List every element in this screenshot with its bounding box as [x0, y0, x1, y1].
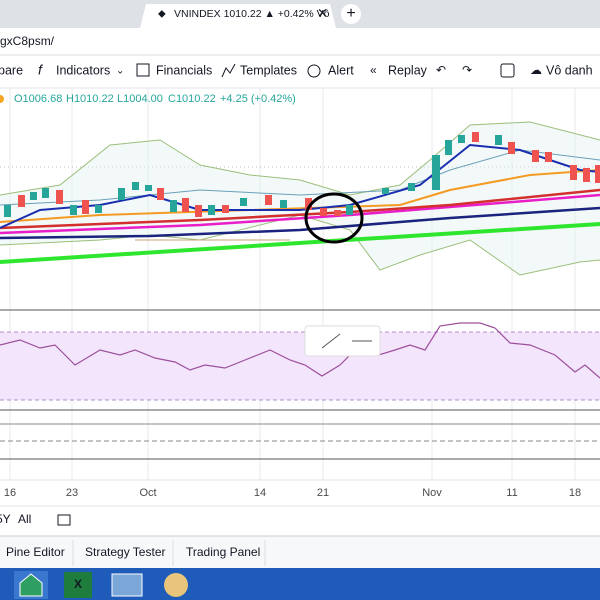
icon: f: [38, 62, 44, 78]
icon: [307, 64, 321, 78]
chevron: ⌄: [116, 66, 124, 77]
time-label: 16: [4, 487, 16, 499]
taskbar-app[interactable]: [64, 572, 92, 598]
price-chart: [0, 121, 600, 276]
rsi-line: [0, 322, 600, 379]
icon: «: [370, 63, 377, 77]
taskbar: [0, 568, 600, 600]
time-label: Nov: [422, 487, 442, 499]
goto-date[interactable]: [57, 514, 71, 526]
url: gxC8psm/: [0, 34, 55, 48]
tab-title: VNINDEX 1010.22 ▲ +0.42% Vô: [174, 8, 330, 20]
annotation-circle: [304, 192, 364, 244]
time-axis: 16 23 Oct 14 21 Nov 11 18: [4, 487, 581, 499]
rsi-band: [0, 332, 600, 400]
icon: [136, 63, 150, 77]
high: H1010.22: [66, 93, 114, 105]
undo[interactable]: ↶: [436, 63, 446, 77]
open: O1006.68: [14, 93, 62, 105]
low: L1004.00: [117, 93, 163, 105]
new-tab[interactable]: [341, 4, 361, 24]
bottom-tab[interactable]: Trading Panel: [186, 545, 260, 559]
close: C1010.22: [168, 93, 216, 105]
toolbar-item[interactable]: pare: [0, 63, 23, 77]
time-label: 23: [66, 487, 78, 499]
floating-toolbar: [304, 325, 381, 357]
range-button[interactable]: 5Y: [0, 512, 11, 526]
toolbar-item[interactable]: Alert: [328, 63, 354, 77]
time-label: 18: [569, 487, 581, 499]
legend-dot: [0, 95, 4, 103]
tab-icon: ◆: [158, 9, 166, 20]
bottom-tab[interactable]: Pine Editor: [6, 545, 65, 559]
bottom-panel: [0, 536, 600, 568]
bottom-tab[interactable]: Strategy Tester: [85, 545, 165, 559]
toolbar-item[interactable]: Templates: [240, 63, 297, 77]
active-tab[interactable]: [140, 4, 336, 28]
icon: X: [74, 577, 82, 591]
toolbar-item[interactable]: Replay: [388, 63, 428, 77]
icon: [221, 63, 236, 78]
toolbar-item[interactable]: Vô danh: [546, 63, 593, 77]
redo[interactable]: ↷: [462, 63, 472, 77]
toolbar-item[interactable]: Indicators: [56, 63, 110, 77]
trend-tool[interactable]: [321, 333, 341, 349]
taskbar-app[interactable]: [164, 573, 188, 597]
new-tab-plus: +: [346, 5, 355, 22]
time-label: Oct: [139, 487, 156, 499]
time-label: 14: [254, 487, 266, 499]
toolbar: pare f Indicators ⌄ Financials Templates…: [0, 62, 593, 78]
time-label: 21: [317, 487, 329, 499]
range-button[interactable]: All: [18, 512, 31, 526]
icon: ☁: [530, 63, 542, 77]
change: +4.25 (+0.42%): [220, 93, 296, 105]
taskbar-app[interactable]: [111, 573, 143, 597]
toolbar-item[interactable]: Financials: [156, 63, 212, 77]
time-label: 11: [506, 487, 517, 499]
url-bar[interactable]: [0, 28, 600, 55]
tab-close[interactable]: ✕: [317, 5, 328, 20]
candles: [4, 132, 600, 217]
icon: [500, 63, 515, 78]
